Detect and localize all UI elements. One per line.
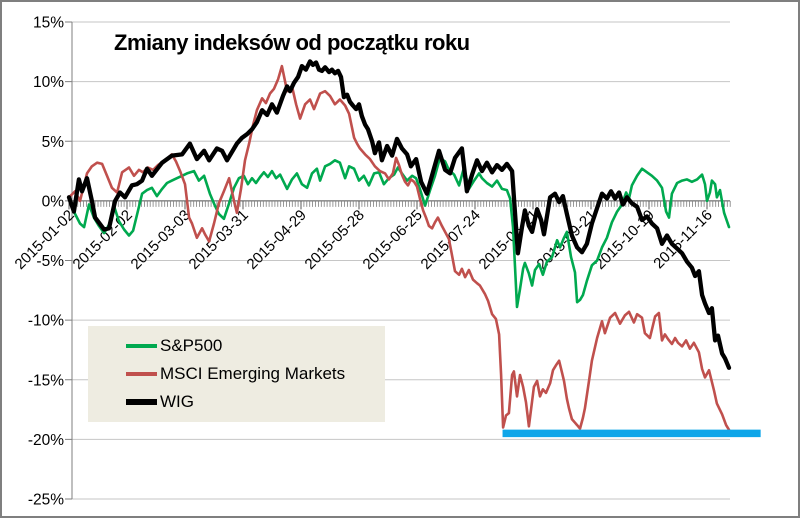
msci-emerging-markets-line — [67, 64, 731, 432]
y-axis-label: 15% — [33, 15, 64, 32]
legend-item-wig: WIG — [126, 392, 385, 412]
msci-line-swatch — [126, 372, 157, 376]
chart-title: Zmiany indeksów od początku roku — [114, 30, 470, 55]
y-axis-label: 10% — [33, 74, 64, 91]
y-axis-label: 0% — [42, 193, 65, 210]
y-axis-label: 5% — [42, 134, 65, 151]
legend-label-msci: MSCI Emerging Markets — [160, 364, 346, 383]
y-axis-label: -5% — [36, 253, 64, 270]
x-axis-label: 2015-06-25 — [360, 207, 426, 273]
y-axis-label: -25% — [28, 492, 64, 509]
y-axis-label: -20% — [28, 432, 64, 449]
x-axis-label: 2015-08-21 — [476, 207, 542, 273]
x-axis-label: 2015-02-02 — [70, 207, 136, 273]
x-axis-label: 2015-04-29 — [244, 207, 310, 273]
legend-item-sp500: S&P500 — [126, 336, 385, 356]
wig-line — [66, 59, 732, 370]
y-axis-label: -10% — [28, 313, 64, 330]
legend-label-sp500: S&P500 — [160, 336, 223, 355]
sp500-line-swatch — [126, 344, 157, 348]
x-axis-label: 2015-07-24 — [418, 207, 484, 273]
wig-line-swatch — [126, 399, 157, 405]
legend-item-msci: MSCI Emerging Markets — [126, 364, 385, 384]
y-axis-label: -15% — [28, 372, 64, 389]
x-axis-label: 2015-05-28 — [302, 207, 368, 273]
legend: S&P500 MSCI Emerging Markets WIG — [88, 326, 385, 422]
x-axis-label: 2015-03-31 — [186, 207, 252, 273]
legend-label-wig: WIG — [160, 392, 194, 411]
